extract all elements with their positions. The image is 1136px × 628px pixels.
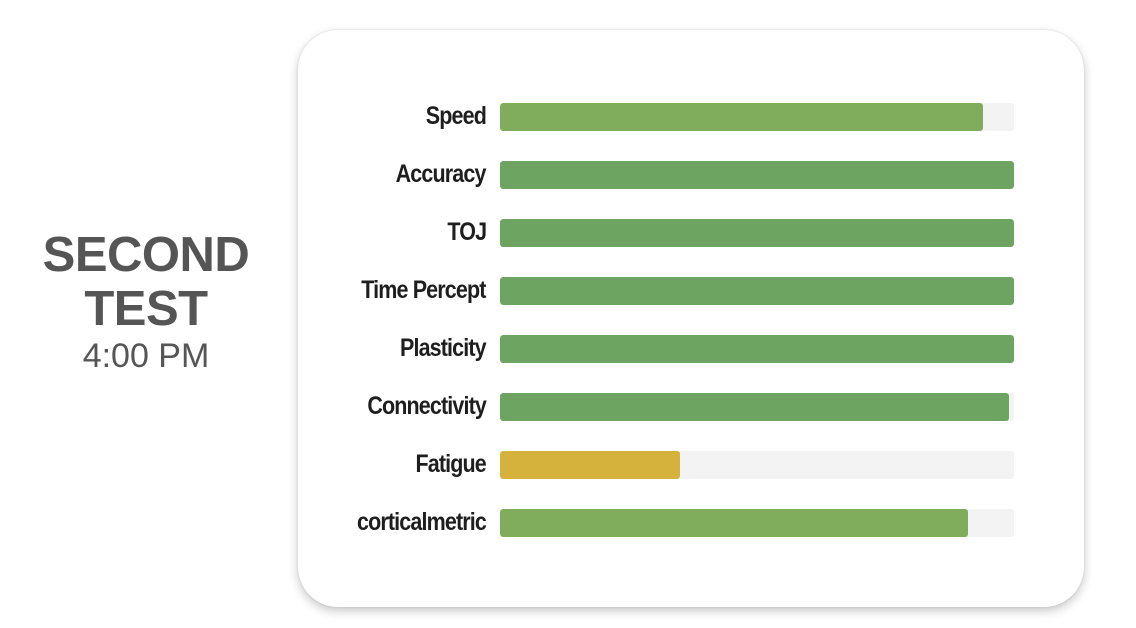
metric-row-time-percept: Time Percept: [298, 276, 1084, 305]
metric-fill-time-percept: [500, 277, 1014, 305]
metric-row-toj: TOJ: [298, 218, 1084, 247]
metric-row-plasticity: Plasticity: [298, 334, 1084, 363]
test-heading: SECOND TEST 4:00 PM: [30, 228, 262, 376]
metric-row-accuracy: Accuracy: [298, 160, 1084, 189]
metric-track-time-percept: [500, 277, 1014, 305]
metric-label-corticalmetric: corticalmetric: [357, 508, 487, 536]
metric-fill-accuracy: [500, 161, 1014, 189]
metric-label-speed: Speed: [425, 102, 487, 130]
metric-label-plasticity: Plasticity: [400, 334, 487, 362]
metric-row-fatigue: Fatigue: [298, 450, 1084, 479]
metric-fill-fatigue: [500, 451, 680, 479]
metric-track-speed: [500, 103, 1014, 131]
metric-label-fatigue: Fatigue: [415, 450, 487, 478]
metric-label-toj: TOJ: [447, 218, 487, 246]
metric-label-time-percept: Time Percept: [361, 276, 487, 304]
metric-track-toj: [500, 219, 1014, 247]
metric-fill-toj: [500, 219, 1014, 247]
metric-fill-plasticity: [500, 335, 1014, 363]
test-time: 4:00 PM: [82, 337, 210, 375]
metric-row-speed: Speed: [298, 102, 1084, 131]
metric-track-corticalmetric: [500, 509, 1014, 537]
metric-track-connectivity: [500, 393, 1014, 421]
metric-fill-speed: [500, 103, 984, 131]
metric-label-connectivity: Connectivity: [367, 392, 487, 420]
metric-track-fatigue: [500, 451, 1014, 479]
metric-track-plasticity: [500, 335, 1014, 363]
metric-fill-connectivity: [500, 393, 1009, 421]
metric-fill-corticalmetric: [500, 509, 968, 537]
metric-row-connectivity: Connectivity: [298, 392, 1084, 421]
metric-label-accuracy: Accuracy: [396, 160, 487, 188]
test-title: SECOND TEST: [42, 228, 250, 336]
metric-row-corticalmetric: corticalmetric: [298, 508, 1084, 537]
metrics-card: Speed Accuracy TOJ Time Percept: [298, 30, 1084, 607]
metric-list: Speed Accuracy TOJ Time Percept: [298, 102, 1084, 566]
metric-track-accuracy: [500, 161, 1014, 189]
